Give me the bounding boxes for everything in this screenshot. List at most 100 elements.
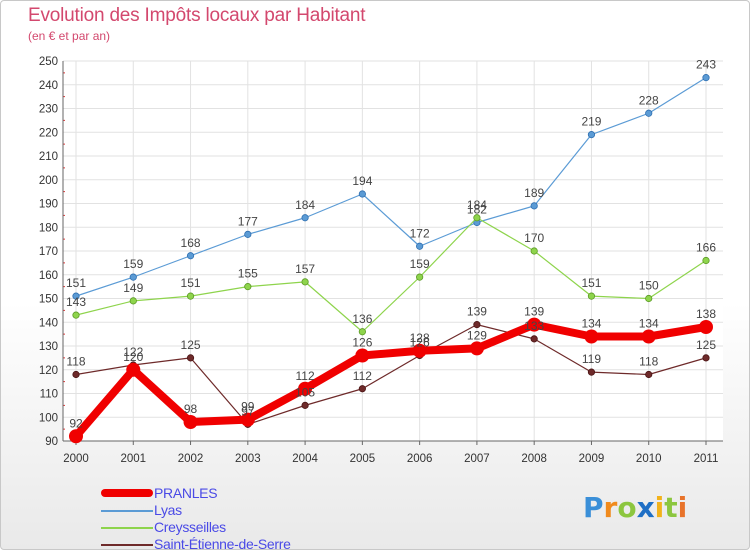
data-point [530,335,538,343]
data-label: 228 [639,93,659,107]
data-point [469,341,484,356]
data-label: 149 [123,281,143,295]
data-point [240,412,255,427]
data-point [186,252,195,260]
data-label: 120 [123,350,143,364]
data-point [244,230,252,238]
legend-item: PRANLES [101,485,361,502]
legend-swatch [101,544,153,546]
data-point [69,429,83,444]
y-tick-label: 160 [39,270,58,282]
data-label: 189 [524,186,544,200]
data-point [244,283,252,291]
y-tick-label: 90 [45,436,58,448]
data-point [473,214,481,222]
data-point [358,190,366,198]
data-label: 118 [639,355,658,369]
data-label: 194 [352,174,372,188]
legend-item: Creysseilles [101,519,361,536]
legend-label: Lyas [154,502,182,518]
y-tick-label: 220 [39,127,58,139]
data-label: 126 [352,336,372,350]
data-label: 151 [66,276,86,290]
data-point [183,415,198,429]
data-label: 243 [696,58,716,72]
data-label: 134 [639,317,659,331]
logo-letter: i [677,491,688,524]
data-label: 92 [69,416,83,430]
data-label: 170 [524,231,544,245]
x-tick-label: 2011 [694,453,719,465]
axes: 90 100 110 120 130 140 150 160 170 180 190 200 210 22… [39,56,723,465]
data-label: 172 [410,226,430,240]
y-tick-label: 210 [39,151,58,163]
data-label: 159 [410,257,430,271]
y-tick-label: 240 [39,80,58,92]
series-lines [69,74,713,444]
logo-letter: P [583,491,604,524]
data-point [298,381,313,396]
data-point [584,329,599,344]
x-tick-label: 2008 [521,453,547,465]
data-label: 112 [353,369,372,383]
data-point [645,370,653,379]
x-tick-label: 2003 [235,453,261,465]
data-point [645,109,653,117]
data-point [530,202,538,210]
logo-letter: x [636,491,655,524]
data-label: 157 [295,262,315,276]
y-tick-label: 230 [39,104,58,116]
data-label: 150 [639,279,659,293]
x-tick-label: 2006 [407,453,433,465]
legend: PRANLES Lyas Creysseilles Saint-Étienne-de-… [101,485,361,550]
data-point [129,297,137,305]
legend-swatch [101,489,153,497]
legend-label: Saint-Étienne-de-Serre [154,536,291,550]
data-point [416,273,424,281]
data-label: 119 [582,352,601,366]
chart-title: Evolution des Impôts locaux par Habitant [28,5,366,26]
data-label: 184 [295,198,315,212]
data-point [129,273,137,281]
legend-item: Saint-Étienne-de-Serre [101,536,361,550]
data-point [301,214,309,222]
x-tick-label: 2009 [579,453,605,465]
series-line-pranles [72,320,710,441]
series-line-saint-tienne-de-serre [75,324,707,425]
data-point [527,317,542,332]
logo-letter: t [664,491,678,524]
data-point [702,74,710,82]
series-line-lyas [75,77,707,297]
data-label: 168 [181,236,201,250]
data-label: 112 [296,369,315,383]
chart-subtitle: (en € et par an) [28,29,111,43]
data-point [186,292,195,300]
data-point [587,131,596,139]
data-label: 97 [241,404,255,418]
data-point [702,354,710,362]
data-point [702,256,710,265]
y-tick-label: 180 [39,222,58,234]
data-point [126,362,141,377]
y-tick-label: 190 [39,199,58,211]
data-point [530,247,538,255]
data-label: 166 [696,241,716,255]
grid [63,60,723,442]
data-label: 122 [123,345,143,359]
data-label: 138 [696,307,716,321]
data-label: 98 [184,402,198,416]
data-point [358,328,366,336]
legend-item: Lyas [101,502,361,519]
data-point [587,292,596,300]
y-tick-label: 150 [39,294,58,306]
x-tick-label: 2010 [636,453,662,465]
data-label: 126 [410,336,430,350]
y-tick-label: 140 [39,317,58,329]
x-tick-label: 2001 [120,453,146,465]
data-label: 105 [295,385,315,399]
data-label: 177 [238,214,258,228]
legend-label: Creysseilles [154,519,226,535]
y-tick-label: 130 [39,341,58,353]
data-point [473,321,481,329]
